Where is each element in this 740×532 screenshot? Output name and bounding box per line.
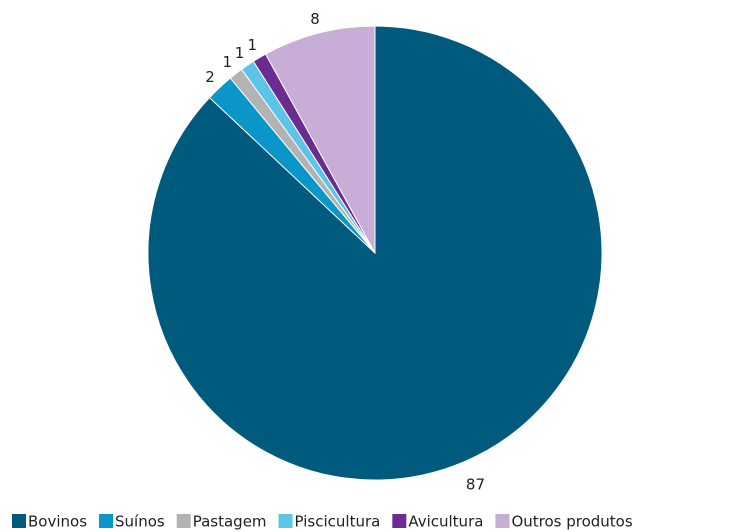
- data-label: 1: [248, 36, 258, 54]
- data-label: 1: [223, 53, 233, 71]
- legend-label: Piscicultura: [295, 513, 381, 531]
- legend-swatch: [12, 514, 26, 528]
- legend-swatch: [392, 514, 407, 528]
- legend-label: Pastagem: [193, 513, 267, 531]
- data-label: 8: [310, 10, 320, 28]
- legend-swatch: [99, 514, 114, 528]
- pie-slice: [264, 25, 376, 254]
- legend-label: Avicultura: [408, 513, 483, 531]
- legend-label: Bovinos: [28, 513, 87, 531]
- legend-swatch: [495, 514, 510, 528]
- legend-swatch: [176, 514, 191, 528]
- data-label: 2: [205, 68, 215, 86]
- data-label: 87: [466, 476, 485, 494]
- legend-label: Outros produtos: [511, 513, 632, 531]
- data-label: 1: [235, 44, 245, 62]
- legend-swatch: [278, 514, 293, 528]
- legend-label: Suínos: [115, 513, 165, 531]
